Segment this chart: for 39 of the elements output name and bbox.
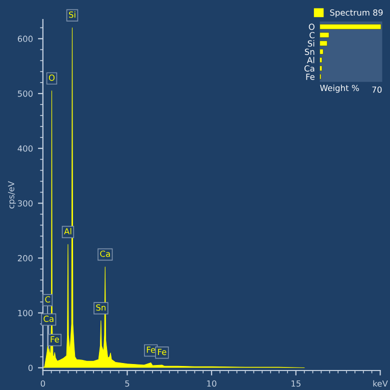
y-tick-label: 600	[18, 36, 33, 42]
x-tick-label: keV	[373, 380, 388, 387]
y-tick-label: 200	[18, 255, 33, 262]
x-tick-label: 10	[207, 380, 216, 387]
y-axis-title: cps/eV	[8, 181, 16, 208]
annotation: Si	[68, 11, 76, 18]
annotation: O	[48, 74, 55, 81]
annotation: C	[45, 296, 50, 303]
bar	[320, 32, 330, 38]
annotation: Al	[64, 228, 72, 234]
y-tick-label: O	[308, 24, 314, 30]
bar	[320, 57, 322, 63]
annotation: Fe	[158, 348, 166, 356]
y-tick-label: 400	[18, 145, 33, 152]
x-tick-label: 0	[40, 380, 45, 387]
y-tick-label: Al	[306, 56, 314, 64]
bar	[320, 49, 324, 54]
bar	[320, 24, 382, 30]
y-tick-label: Si	[308, 40, 314, 47]
x-tick-label: 5	[125, 380, 130, 387]
x-tick-label: 15	[292, 380, 300, 387]
y-tick-label: Fe	[306, 74, 314, 80]
annotation: Ca	[100, 250, 110, 257]
annotation: Fe	[50, 336, 59, 342]
y-tick-label: 100	[18, 310, 33, 316]
y-tick-label: 300	[18, 200, 33, 207]
y-tick-label: 500	[18, 90, 33, 97]
y-tick-label: Sn	[304, 48, 314, 55]
annotation: Ca	[44, 316, 54, 322]
y-tick-label: Ca	[304, 65, 314, 72]
y-tick-label: 0	[28, 364, 33, 372]
legend-label: Spectrum 89	[330, 9, 383, 18]
annotation: Fe	[146, 346, 156, 353]
annotation: 70	[372, 86, 382, 93]
y-tick-label: C	[310, 32, 314, 38]
bar	[320, 40, 328, 46]
x-axis-title: Weight %	[320, 84, 359, 93]
annotation: Sn	[96, 304, 106, 311]
bar	[320, 66, 322, 71]
